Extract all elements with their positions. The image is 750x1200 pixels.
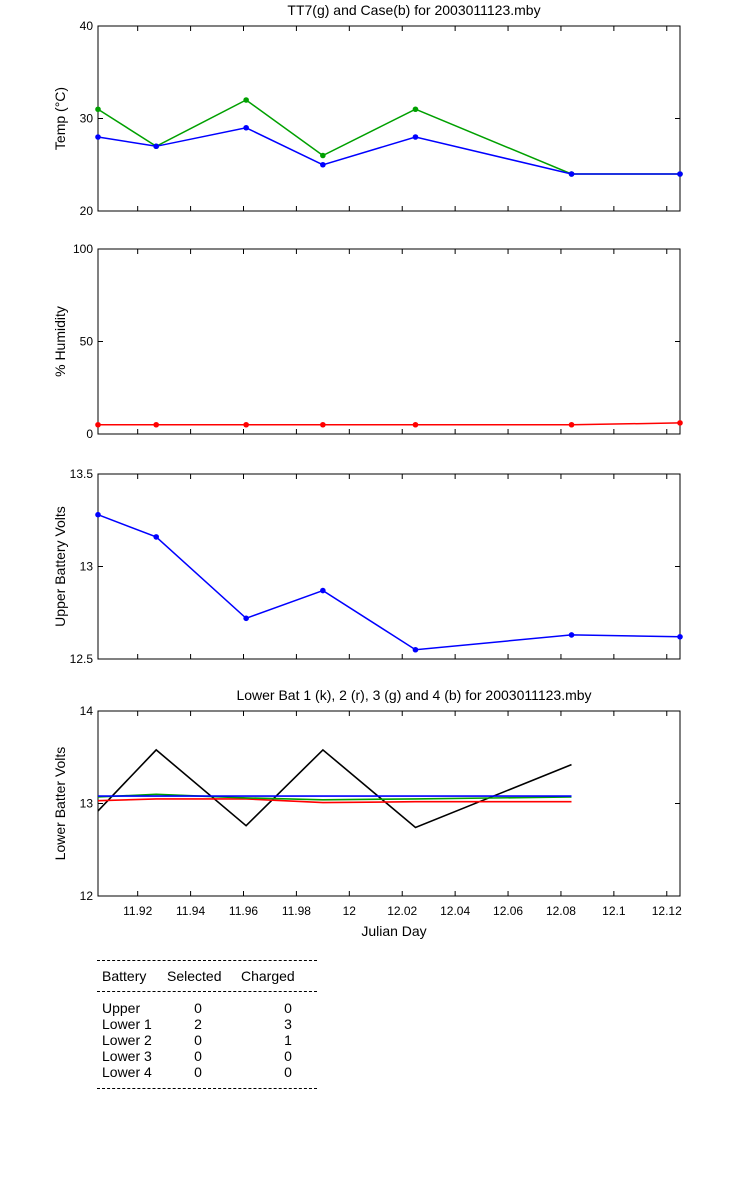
row-selected-count: 2 — [194, 1016, 202, 1032]
table-row: Lower 4 0 0 — [97, 1064, 317, 1080]
plot-frame — [97, 710, 681, 897]
header-battery: Battery — [102, 968, 147, 984]
chart-1: 20 30 40 TT7(g) and Case(b) for 2003011123.… — [52, 2, 683, 218]
y-tick-label: 100 — [73, 242, 93, 256]
data-point — [153, 534, 159, 540]
row-charged-count: 0 — [284, 1048, 292, 1064]
table-header-row: Battery Selected Charged — [97, 961, 317, 991]
data-point — [412, 106, 419, 113]
data-point — [243, 97, 249, 103]
row-battery-name: Lower 4 — [102, 1064, 152, 1080]
x-tick-label: 12 — [343, 904, 357, 918]
charts-canvas: 20 30 40 TT7(g) and Case(b) for 2003011123.… — [52, 2, 683, 939]
series-line-blue — [97, 513, 681, 651]
y-tick-label: 13 — [80, 797, 94, 811]
chart-2: 0 50 100 % Humidity — [52, 242, 683, 441]
series-line-green — [97, 99, 680, 175]
data-point — [412, 134, 419, 140]
data-point — [412, 421, 419, 428]
data-point — [243, 421, 249, 428]
data-point — [677, 634, 683, 640]
y-axis-label: Temp (°C) — [52, 87, 68, 150]
x-tick-label: 11.98 — [282, 904, 311, 918]
row-selected-count: 0 — [194, 1064, 202, 1080]
series-line-red — [98, 422, 681, 426]
x-tick-label: 11.92 — [123, 904, 152, 918]
row-charged-count: 3 — [284, 1016, 292, 1032]
data-point — [677, 420, 683, 426]
data-point — [320, 421, 326, 428]
data-point — [320, 587, 326, 594]
plot-frame — [97, 473, 681, 660]
row-charged-count: 1 — [284, 1032, 292, 1048]
table-top-divider — [97, 960, 317, 961]
table-bottom-divider — [97, 1088, 317, 1089]
data-point — [568, 421, 575, 428]
chart-title: Lower Bat 1 (k), 2 (r), 3 (g) and 4 (b) … — [236, 687, 591, 703]
chart-4: 12 13 14 11.92 11.94 11.96 11.98 12 12.02 12.04 12… — [52, 687, 682, 939]
y-tick-label: 12.5 — [70, 652, 94, 666]
data-point — [320, 161, 326, 168]
y-axis-label: Lower Batter Volts — [52, 747, 68, 861]
plot-frame — [97, 248, 681, 435]
row-battery-name: Lower 1 — [102, 1016, 152, 1032]
data-point — [412, 646, 419, 653]
y-axis-label: % Humidity — [52, 306, 68, 377]
x-tick-label: 12.06 — [493, 904, 523, 918]
x-tick-label: 12.02 — [387, 904, 417, 918]
y-tick-label: 0 — [86, 427, 93, 441]
x-tick-label: 11.94 — [176, 904, 205, 918]
series-line-blue — [97, 127, 680, 175]
y-tick-label: 30 — [80, 112, 94, 126]
plot-frame — [97, 25, 681, 212]
data-point — [568, 632, 575, 638]
data-point — [153, 143, 159, 150]
row-charged-count: 0 — [284, 1000, 292, 1016]
y-tick-label: 13.5 — [70, 467, 94, 481]
chart-title: TT7(g) and Case(b) for 2003011123.mby — [287, 2, 540, 18]
data-point — [568, 171, 575, 177]
table-row: Lower 2 0 1 — [97, 1032, 317, 1048]
table-row: Lower 1 2 3 — [97, 1016, 317, 1032]
data-point — [95, 134, 101, 140]
x-tick-label: 12.1 — [602, 904, 626, 918]
data-point — [677, 171, 683, 177]
row-battery-name: Upper — [102, 1000, 141, 1016]
row-charged-count: 0 — [284, 1064, 292, 1080]
y-tick-label: 13 — [80, 560, 94, 574]
table-header-divider — [97, 991, 317, 992]
x-tick-label: 12.12 — [652, 904, 682, 918]
data-point — [320, 152, 326, 159]
row-battery-name: Lower 2 — [102, 1032, 152, 1048]
y-tick-label: 40 — [80, 19, 94, 33]
row-selected-count: 0 — [194, 1032, 202, 1048]
series-line-red — [97, 798, 572, 804]
data-point — [243, 124, 249, 131]
table-row: Upper 0 0 — [97, 1000, 317, 1016]
x-axis-label: Julian Day — [361, 923, 426, 939]
chart-3: 12.5 13 13.5 Upper Battery Volts — [52, 467, 683, 666]
header-selected: Selected — [167, 968, 222, 984]
series-line-black — [97, 748, 572, 829]
data-point — [153, 421, 159, 428]
x-tick-label: 12.04 — [440, 904, 470, 918]
series-line-green — [97, 793, 572, 801]
data-point — [95, 421, 101, 428]
data-point — [243, 615, 249, 622]
x-tick-label: 11.96 — [229, 904, 258, 918]
y-tick-label: 14 — [80, 704, 94, 718]
row-battery-name: Lower 3 — [102, 1048, 152, 1064]
data-point — [95, 511, 101, 518]
y-tick-label: 12 — [80, 889, 94, 903]
y-tick-label: 50 — [80, 335, 94, 349]
table-row: Lower 3 0 0 — [97, 1048, 317, 1064]
y-tick-label: 20 — [80, 204, 94, 218]
x-tick-label: 12.08 — [546, 904, 576, 918]
data-point — [95, 106, 101, 113]
y-axis-label: Upper Battery Volts — [52, 506, 68, 627]
battery-status-table: Battery Selected Charged Upper 0 0 Lower… — [97, 960, 317, 1089]
row-selected-count: 0 — [194, 1000, 202, 1016]
header-charged: Charged — [241, 968, 295, 984]
row-selected-count: 0 — [194, 1048, 202, 1064]
